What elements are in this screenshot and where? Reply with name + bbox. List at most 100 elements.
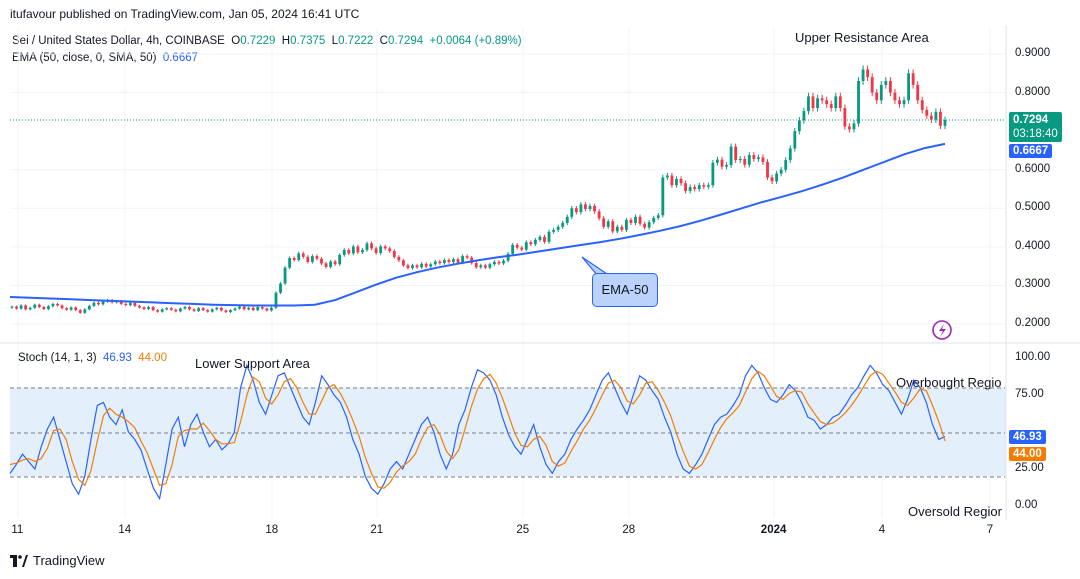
candle-body: [411, 265, 414, 269]
ohlc-low-label: L: [331, 35, 339, 47]
candle-body: [816, 98, 819, 108]
ohlc-open: 0.7229: [240, 35, 276, 47]
candle-body: [579, 204, 583, 213]
candle-body: [802, 111, 806, 121]
candle-body: [738, 158, 742, 161]
candle-body: [638, 216, 642, 224]
candle-body: [852, 123, 856, 130]
candle-body: [56, 303, 59, 306]
candle-body: [37, 304, 41, 308]
candle-body: [19, 305, 23, 309]
candle-body: [502, 260, 505, 264]
candle-body: [33, 304, 37, 308]
stoch-tick-label: 0.00: [1015, 499, 1038, 511]
footer-brand[interactable]: TradingView: [10, 553, 105, 568]
candle-body: [775, 173, 779, 182]
last-price-tag: 0.7294 03:18:40: [1009, 112, 1062, 142]
candle-body: [474, 263, 478, 268]
candle-body: [260, 307, 264, 309]
candle-body: [602, 218, 606, 227]
candle-body: [465, 256, 469, 258]
lower-support-label: Lower Support Area: [195, 356, 310, 371]
candle-body: [861, 69, 865, 81]
candle-body: [242, 306, 246, 310]
candle-body: [87, 305, 91, 310]
footer-brand-label: TradingView: [33, 553, 105, 568]
candle-body: [124, 303, 128, 306]
candle-body: [533, 239, 537, 245]
candles: [10, 65, 947, 314]
bar-countdown: 03:18:40: [1013, 128, 1058, 140]
candle-body: [429, 264, 433, 267]
candle-body: [438, 261, 442, 264]
candle-body: [379, 246, 383, 254]
candle-body: [647, 222, 651, 228]
ema-legend: EMA (50, close, 0, SMA, 50) 0.6667: [12, 52, 198, 64]
candle-body: [160, 309, 164, 312]
stoch-k-line: [9, 363, 946, 501]
candle-body: [893, 92, 897, 101]
candle-body: [128, 302, 132, 306]
candle-body: [615, 226, 619, 232]
candle-body: [766, 162, 769, 178]
candle-body: [611, 221, 615, 232]
candle-body: [101, 301, 105, 305]
candle-body: [625, 219, 628, 230]
candle-body: [452, 259, 455, 262]
candle-body: [397, 256, 401, 261]
candle-body: [820, 98, 824, 101]
candle-body: [866, 69, 870, 78]
candle-body: [183, 307, 187, 309]
candle-body: [652, 217, 656, 223]
candle-body: [224, 310, 228, 313]
publisher-line: itufavour published on TradingView.com, …: [10, 7, 360, 21]
candle-body: [392, 251, 396, 257]
ohlc-open-label: O: [231, 35, 241, 47]
candle-body: [151, 307, 155, 311]
candle-body: [511, 244, 515, 254]
candle-body: [442, 259, 446, 264]
time-tick-label: 28: [622, 524, 636, 536]
candle-body: [843, 108, 847, 127]
candle-body: [15, 306, 18, 309]
candle-body: [229, 310, 232, 313]
stoch-d-tag: 44.00: [1009, 447, 1046, 461]
ema-legend-value: 0.6667: [162, 52, 199, 64]
price-tick-label: 0.8000: [1015, 85, 1051, 98]
symbol-legend: Sei / United States Dollar, 4h, COINBASE…: [12, 35, 522, 47]
candle-body: [92, 302, 96, 306]
candle-body: [374, 248, 378, 254]
candle-body: [907, 73, 911, 101]
candle-body: [201, 308, 205, 311]
candle-body: [83, 309, 87, 313]
candle-body: [333, 261, 337, 265]
candle-body: [629, 219, 633, 223]
candle-body: [520, 247, 524, 250]
candle-body: [142, 307, 146, 309]
candle-body: [292, 258, 296, 260]
time-tick-label: 14: [118, 524, 132, 536]
candle-body: [570, 208, 574, 217]
candle-body: [265, 308, 269, 311]
candle-body: [329, 261, 332, 267]
candle-body: [593, 205, 596, 212]
tradingview-logo-icon: [10, 554, 28, 567]
candle-body: [552, 229, 556, 232]
lightning-icon[interactable]: [932, 320, 952, 340]
candle-body: [206, 310, 210, 312]
candle-body: [306, 256, 310, 262]
candle-body: [197, 308, 201, 311]
candle-body: [920, 100, 924, 110]
candle-body: [606, 221, 610, 227]
candle-body: [270, 307, 273, 311]
candle-body: [929, 115, 933, 120]
candle-body: [447, 259, 451, 262]
candle-body: [879, 84, 883, 101]
candle-body: [697, 185, 701, 189]
candle-body: [297, 253, 301, 260]
stoch-k-tag: 46.93: [1009, 430, 1046, 444]
candle-body: [383, 246, 387, 249]
stoch-legend-label: Stoch (14, 1, 3): [18, 352, 97, 364]
candle-body: [251, 307, 255, 311]
